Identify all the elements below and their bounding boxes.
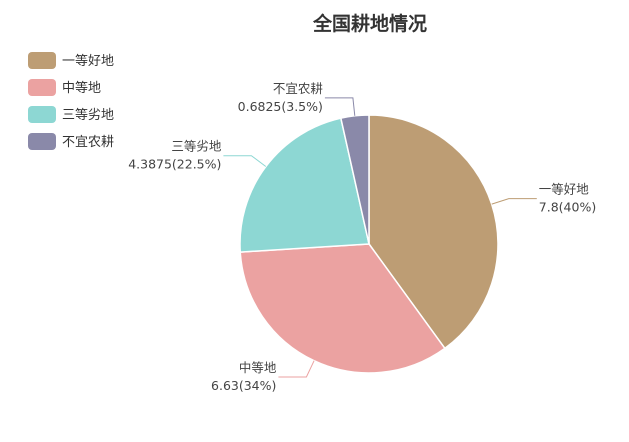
- slice-3[interactable]: [239, 117, 370, 253]
- slice-1-leader-line: [491, 198, 537, 205]
- slice-1-legend-swatch[interactable]: [28, 52, 56, 69]
- slice-2-leader-line: [278, 360, 315, 378]
- slice-3-leader-line: [223, 155, 267, 167]
- slice-2-value-label: 6.63(34%): [211, 378, 276, 393]
- slice-1-legend-label[interactable]: 一等好地: [62, 53, 114, 69]
- slice-1-value-label: 7.8(40%): [539, 200, 596, 215]
- slice-1-category-label: 一等好地: [539, 182, 590, 197]
- slice-4-value-label: 0.6825(3.5%): [238, 99, 323, 114]
- slice-3-value-label: 4.3875(22.5%): [128, 157, 221, 172]
- slice-labels: 一等好地 7.8(40%) 中等地 6.63(34%) 三等劣地 4.3875(22.5%…: [128, 81, 596, 393]
- slice-4-leader-line: [324, 97, 356, 116]
- slice-3-category-label: 三等劣地: [171, 139, 222, 154]
- slice-3-legend-label[interactable]: 三等劣地: [62, 107, 114, 123]
- label-leader-lines: [223, 97, 537, 378]
- slice-4-legend-label[interactable]: 不宜农耕: [62, 134, 114, 150]
- slice-2-category-label: 中等地: [239, 360, 277, 375]
- slice-4-category-label: 不宜农耕: [273, 81, 323, 96]
- slice-4-legend-swatch[interactable]: [28, 133, 56, 150]
- slice-1[interactable]: [368, 114, 499, 350]
- pie-slices: [239, 114, 499, 374]
- slice-2-legend-swatch[interactable]: [28, 79, 56, 96]
- chart-title: 全国耕地情况: [312, 12, 427, 35]
- slice-2-legend-label[interactable]: 中等地: [62, 80, 101, 96]
- slice-3-legend-swatch[interactable]: [28, 106, 56, 123]
